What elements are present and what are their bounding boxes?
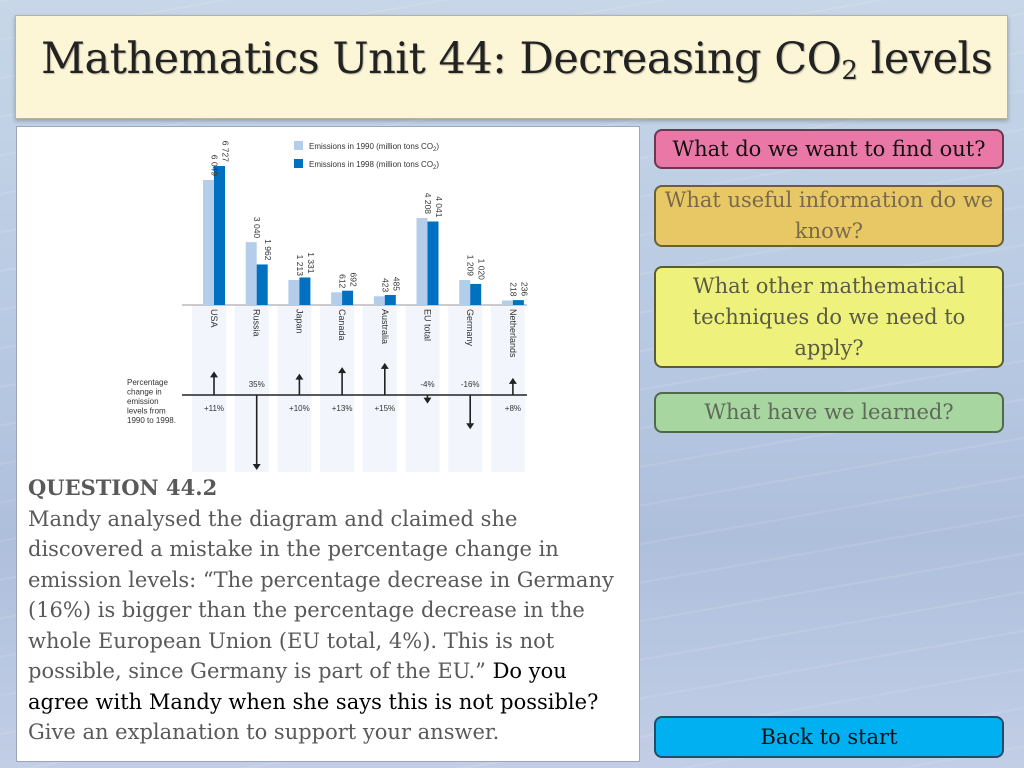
- label-1990-3: 612: [338, 274, 348, 288]
- change-label-4: +15%: [374, 404, 395, 413]
- title-subscript: 2: [841, 56, 858, 86]
- change-arrow-head-3: [338, 367, 347, 374]
- column-shade-6: [448, 305, 483, 472]
- label-1998-3: 692: [349, 273, 359, 287]
- question-explain: Give an explanation to support your answ…: [28, 720, 500, 744]
- change-axis-label-2: emission: [127, 397, 159, 406]
- category-label-0: USA: [209, 309, 219, 328]
- change-label-7: +8%: [505, 404, 521, 413]
- label-1990-4: 423: [380, 278, 390, 292]
- change-arrow-head-0: [210, 371, 218, 378]
- column-shade-1: [234, 305, 269, 472]
- what-to-find-out-button[interactable]: What do we want to find out?: [654, 129, 1004, 169]
- change-axis-label-4: 1990 to 1998.: [127, 416, 176, 425]
- legend-swatch-1998: [294, 159, 303, 168]
- bar-1998-0: [214, 166, 225, 305]
- title-suffix: levels: [857, 34, 993, 84]
- change-axis-label-0: Percentage: [127, 378, 168, 387]
- change-arrow-head-1: [252, 464, 261, 470]
- legend-swatch-1990: [294, 141, 303, 150]
- label-1998-0: 6 727: [221, 141, 231, 163]
- what-to-find-out-label: What do we want to find out?: [672, 136, 986, 161]
- change-label-2: +10%: [289, 404, 310, 413]
- legend-label-1: Emissions in 1998 (million tons CO2): [309, 160, 439, 171]
- column-shade-4: [362, 305, 397, 472]
- column-shade-3: [320, 305, 355, 472]
- useful-information-label: What useful information do we know?: [664, 188, 994, 243]
- column-shade-0: [192, 305, 226, 472]
- label-1998-7: 236: [519, 282, 529, 296]
- useful-information-button[interactable]: What useful information do we know?: [654, 185, 1004, 247]
- label-1990-1: 3 040: [252, 217, 262, 239]
- label-1990-7: 218: [508, 282, 518, 296]
- label-1998-4: 485: [391, 277, 401, 291]
- category-label-6: Germany: [465, 309, 475, 347]
- what-have-we-learned-button[interactable]: What have we learned?: [654, 392, 1004, 433]
- category-label-5: EU total: [423, 309, 433, 341]
- change-label-1: 35%: [249, 380, 265, 389]
- question-text: QUESTION 44.2 Mandy analysed the diagram…: [28, 473, 634, 748]
- mathematical-techniques-button[interactable]: What other mathematical techniques do we…: [654, 266, 1004, 368]
- title-main: Mathematics Unit 44: Decreasing CO: [41, 34, 842, 84]
- category-label-3: Canada: [337, 309, 347, 341]
- bar-1998-7: [512, 300, 524, 305]
- bar-1998-5: [427, 221, 439, 305]
- label-1990-6: 1 209: [466, 255, 476, 277]
- bar-1990-0: [203, 180, 214, 305]
- change-axis-label-1: change in: [127, 388, 162, 397]
- change-axis-label-3: levels from: [127, 407, 166, 416]
- label-1998-1: 1 962: [263, 239, 273, 261]
- change-arrow-head-2: [295, 373, 304, 380]
- change-label-0: +11%: [204, 404, 224, 413]
- change-label-6: -16%: [461, 380, 480, 389]
- change-arrow-head-4: [380, 362, 389, 369]
- category-label-2: Japan: [294, 309, 304, 334]
- bar-1998-4: [384, 294, 396, 305]
- question-panel: 6 049 6 727 USA 3 040 1 962 Russia 1 213 1 331 J…: [16, 126, 640, 762]
- title-bar: Mathematics Unit 44: Decreasing CO2 leve…: [15, 15, 1008, 119]
- change-label-5: -4%: [420, 380, 434, 389]
- bar-1998-6: [470, 283, 482, 305]
- label-1998-2: 1 331: [306, 252, 316, 274]
- page-title: Mathematics Unit 44: Decreasing CO2 leve…: [41, 34, 993, 86]
- back-to-start-button[interactable]: Back to start: [654, 716, 1004, 758]
- category-label-7: Netherlands: [508, 309, 518, 358]
- bar-1998-2: [299, 277, 311, 305]
- label-1990-2: 1 213: [295, 255, 305, 277]
- label-1998-5: 4 041: [434, 196, 444, 218]
- column-shade-5: [405, 305, 440, 472]
- change-arrow-head-6: [466, 423, 475, 430]
- bar-1990-4: [373, 296, 385, 305]
- question-body: Mandy analysed the diagram and claimed s…: [28, 506, 614, 684]
- bar-1990-5: [416, 218, 428, 305]
- what-have-we-learned-label: What have we learned?: [704, 400, 954, 424]
- column-shade-2: [277, 305, 312, 472]
- mathematical-techniques-label: What other mathematical techniques do we…: [692, 273, 966, 360]
- category-label-1: Russia: [252, 309, 262, 337]
- label-1990-5: 4 208: [423, 193, 433, 215]
- bar-1990-3: [331, 292, 343, 305]
- bar-1998-1: [256, 264, 268, 305]
- bar-1990-7: [501, 300, 513, 305]
- question-ask: Do you agree with Mandy when she says th…: [28, 659, 599, 714]
- label-1998-6: 1 020: [477, 259, 487, 281]
- change-label-3: +13%: [332, 404, 353, 413]
- legend-label-0: Emissions in 1990 (million tons CO2): [309, 142, 439, 153]
- change-arrow-head-5: [423, 397, 432, 404]
- question-heading: QUESTION 44.2: [28, 475, 218, 500]
- change-arrow-head-7: [508, 377, 517, 384]
- category-label-4: Australia: [380, 309, 390, 344]
- bar-1990-6: [459, 280, 471, 305]
- bar-1990-2: [288, 279, 300, 305]
- bar-1990-1: [245, 242, 257, 305]
- label-1990-0: 6 049: [210, 155, 220, 177]
- bar-1998-3: [342, 290, 354, 305]
- column-shade-7: [490, 305, 525, 472]
- back-to-start-label: Back to start: [760, 724, 898, 749]
